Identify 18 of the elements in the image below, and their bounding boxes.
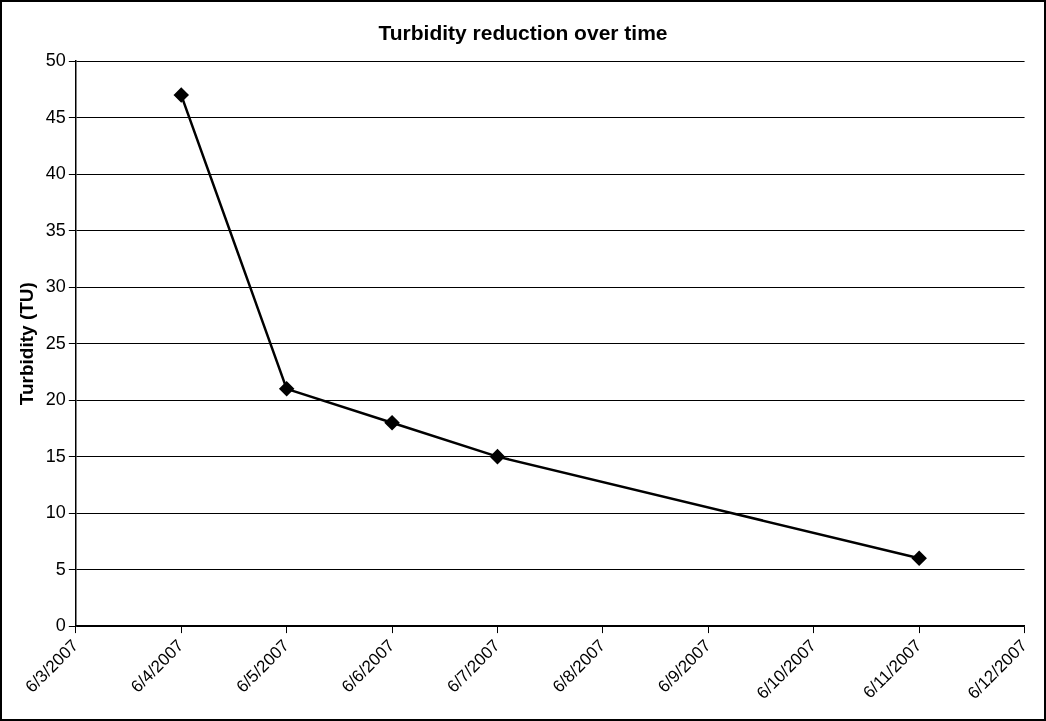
- y-tick-label: 20: [45, 389, 66, 410]
- y-tick-label: 40: [45, 163, 66, 184]
- point: [911, 551, 927, 566]
- y-tick-label: 5: [55, 558, 66, 579]
- y-tick-label: 10: [45, 502, 66, 523]
- point: [384, 415, 400, 430]
- chart-title: Turbidity reduction over time: [378, 21, 668, 45]
- y-tick-label: 30: [45, 276, 66, 297]
- point: [490, 449, 505, 464]
- y-axis-title: Turbidity (TU): [15, 282, 37, 406]
- point: [279, 381, 294, 397]
- point: [173, 87, 189, 103]
- y-tick-label: 45: [45, 106, 66, 127]
- y-tick-label: 0: [55, 615, 66, 636]
- y-tick-label: 25: [45, 332, 66, 353]
- y-tick-label: 50: [45, 50, 66, 71]
- y-tick-label: 15: [45, 445, 66, 466]
- y-tick-label: 35: [45, 219, 66, 240]
